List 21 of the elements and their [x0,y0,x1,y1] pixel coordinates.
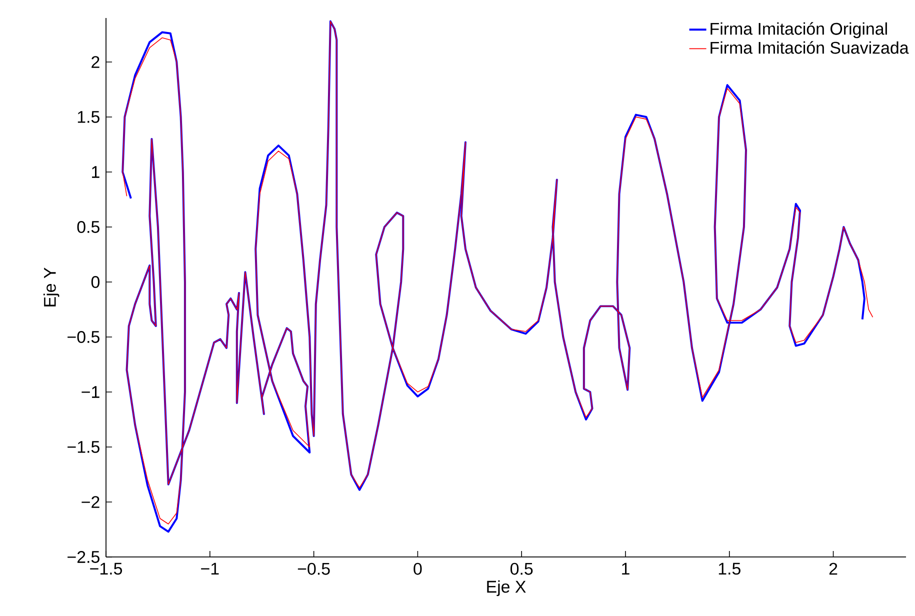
x-tick-label: 1.5 [718,562,740,575]
x-tick-label: 0 [414,562,422,575]
x-tick-label: 2 [829,562,838,575]
y-tick-label: 1 [92,166,100,178]
y-axis-title: Eje Y [43,268,60,306]
x-axis-title: Eje X [487,580,526,596]
legend-label: Firma Imitación Suavizada [710,41,909,54]
x-tick-label: 0.5 [510,562,533,575]
y-tick-label: 1.5 [78,111,100,123]
y-tick-label: −0.5 [68,330,100,343]
y-tick-label: 0 [91,276,100,288]
y-tick-label: −1 [82,386,100,398]
y-tick-label: 2 [92,56,100,68]
y-tick-label: −2.5 [68,550,100,563]
x-tick-label: 1 [622,562,630,574]
x-tick-label: −0.5 [298,562,330,575]
legend-label: Firma Imitación Original [710,22,887,38]
x-tick-label: −1 [201,562,219,574]
y-tick-label: 0.5 [77,220,100,233]
y-tick-label: −2 [82,496,100,508]
y-tick-label: −1.5 [68,441,100,453]
